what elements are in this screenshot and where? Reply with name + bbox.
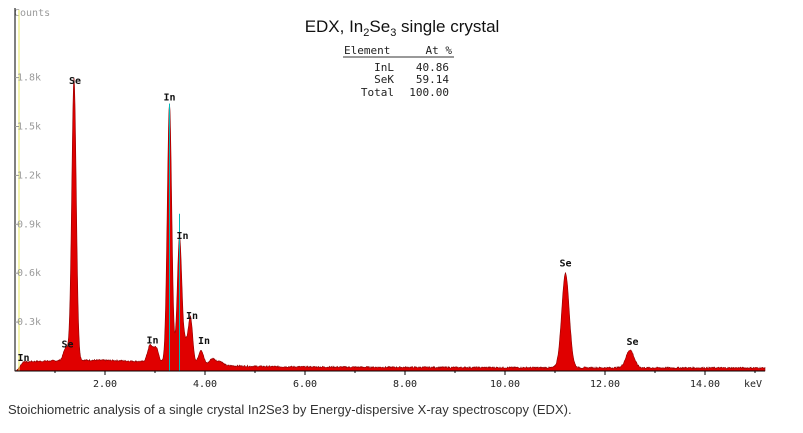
peak-label: Se <box>69 76 81 87</box>
spectrum-area <box>14 77 766 372</box>
table-row-value: 59.14 <box>416 73 449 86</box>
y-tick-label: 0.3k <box>17 317 41 328</box>
peak-label: Se <box>626 337 638 348</box>
table-row-element: InL <box>374 61 394 74</box>
y-tick-label: 1.8k <box>17 73 41 84</box>
peak-label: In <box>146 335 158 346</box>
quantification-table: Element At % InL 40.86 SeK 59.14 Total 1… <box>343 44 454 99</box>
peak-label: In <box>176 231 188 242</box>
y-tick-label: 0.6k <box>17 268 41 279</box>
y-tick-label: 1.5k <box>17 122 41 133</box>
x-tick-label: 10.00 <box>490 379 520 390</box>
x-tick-label: 12.00 <box>590 379 620 390</box>
peak-label: Se <box>61 339 73 350</box>
x-tick-label: 8.00 <box>393 379 417 390</box>
figure-caption: Stoichiometric analysis of a single crys… <box>8 402 572 417</box>
x-axis-unit: keV <box>744 379 762 390</box>
y-tick-label: 0.9k <box>17 219 41 230</box>
peak-label: In <box>186 311 198 322</box>
plot-area: 0.3k 0.6k 0.9k 1.2k 1.5k 1.8k 2.00 4.00 6.00 8.00… <box>14 8 766 390</box>
peak-label: In <box>17 353 29 364</box>
peak-label: In <box>163 92 175 103</box>
table-header-at-percent: At % <box>426 44 453 57</box>
x-tick-label: 2.00 <box>93 379 117 390</box>
x-tick-label: 4.00 <box>193 379 217 390</box>
x-tick-label: 14.00 <box>690 379 720 390</box>
edx-spectrum-chart: Counts EDX, In2Se3 single crystal Elemen… <box>14 8 766 390</box>
y-axis-label: Counts <box>14 8 50 19</box>
table-row-element: Total <box>361 86 394 99</box>
table-row-element: SeK <box>374 73 394 86</box>
chart-title: EDX, In2Se3 single crystal <box>305 17 500 39</box>
table-header-element: Element <box>344 44 390 57</box>
x-tick-label: 6.00 <box>293 379 317 390</box>
peak-label: In <box>198 336 210 347</box>
y-tick-label: 1.2k <box>17 170 41 181</box>
table-row-value: 40.86 <box>416 61 449 74</box>
peak-label: Se <box>559 259 571 270</box>
table-row-value: 100.00 <box>409 86 449 99</box>
